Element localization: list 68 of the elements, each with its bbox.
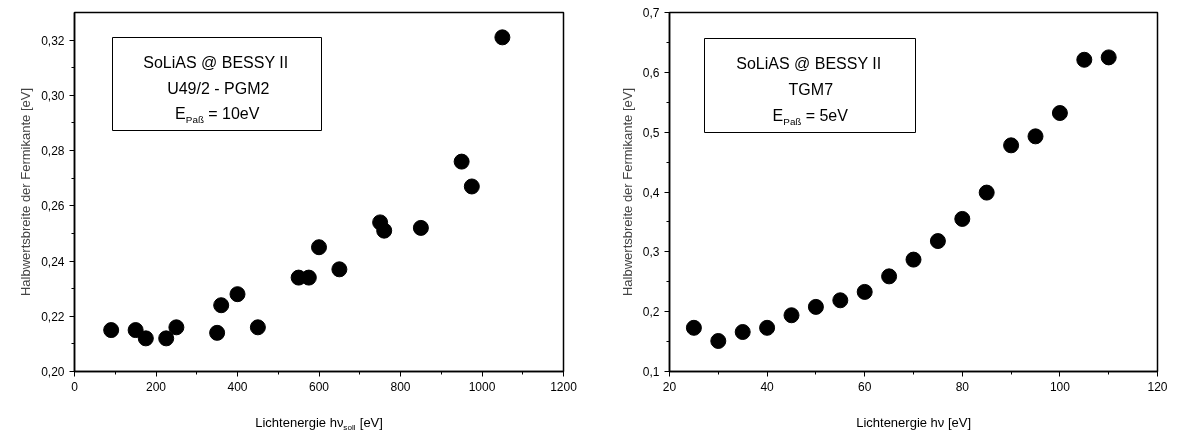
x-tick-label: 600	[308, 379, 330, 394]
x-axis-title: Lichtenergie hν [eV]	[856, 415, 972, 430]
point	[1100, 49, 1117, 66]
y-axis-title: Halbwertsbreite der Fermikante [eV]	[619, 87, 635, 297]
point	[331, 261, 348, 278]
point	[463, 178, 480, 195]
y-tick-label: 0,2	[642, 305, 660, 320]
annotation: SoLiAS @ BESSY II	[143, 54, 289, 71]
y-tick-label: 0,1	[642, 365, 660, 379]
point	[1003, 137, 1020, 154]
y-tick-label: 0,22	[41, 309, 65, 324]
point	[929, 233, 946, 250]
point	[1027, 128, 1044, 145]
point	[229, 286, 246, 303]
y-tick-label: 0,30	[41, 88, 65, 103]
point	[978, 184, 995, 201]
x-tick-label: 120	[1147, 379, 1168, 394]
x-tick-label: 20	[662, 379, 677, 394]
x-tick-label: 400	[227, 379, 248, 394]
point	[783, 307, 800, 324]
x-tick-label: 100	[1049, 379, 1071, 394]
x-tick-label: 80	[955, 379, 970, 394]
point	[807, 298, 824, 315]
point	[832, 292, 849, 309]
y-tick-label: 0,28	[41, 144, 65, 159]
point	[685, 319, 702, 336]
y-tick-label: 0,32	[41, 33, 65, 48]
y-axis-title: Halbwertsbreite der Fermikante [eV]	[18, 87, 34, 297]
point	[856, 283, 873, 300]
point	[881, 268, 898, 285]
x-tick-label: 40	[760, 379, 775, 394]
point	[376, 222, 393, 239]
y-tick-label: 0,5	[642, 125, 660, 140]
y-tick-label: 0,20	[41, 365, 65, 379]
point	[137, 330, 154, 347]
point	[453, 153, 470, 170]
point	[158, 330, 175, 347]
x-tick-label: 800	[390, 379, 411, 394]
point	[494, 29, 511, 46]
x-tick-label: 200	[145, 379, 167, 394]
point	[412, 219, 429, 236]
y-tick-label: 0,24	[41, 254, 65, 269]
y-tick-label: 0,7	[642, 6, 660, 20]
point	[710, 333, 727, 349]
point	[127, 322, 144, 339]
point	[905, 251, 922, 268]
y-tick-label: 0,3	[642, 245, 660, 260]
point	[249, 319, 266, 336]
point	[213, 297, 230, 314]
annotation: TGM7	[788, 81, 834, 98]
point	[168, 319, 185, 336]
x-tick-label: 60	[858, 379, 872, 394]
point	[311, 239, 327, 256]
y-tick-label: 0,26	[41, 199, 65, 214]
point	[1076, 51, 1093, 68]
y-tick-label: 0,6	[642, 65, 660, 80]
point	[759, 319, 776, 336]
annotation: U49/2 - PGM2	[167, 80, 270, 97]
point	[209, 324, 226, 341]
x-tick-label: 1200	[550, 379, 578, 394]
y-tick-label: 0,4	[642, 185, 660, 200]
point	[1051, 105, 1068, 122]
point	[954, 210, 971, 227]
point	[103, 322, 120, 339]
x-tick-label: 1000	[468, 379, 496, 394]
point	[734, 324, 751, 340]
x-tick-label: 0	[71, 379, 79, 394]
annotation: SoLiAS @ BESSY II	[736, 55, 882, 72]
